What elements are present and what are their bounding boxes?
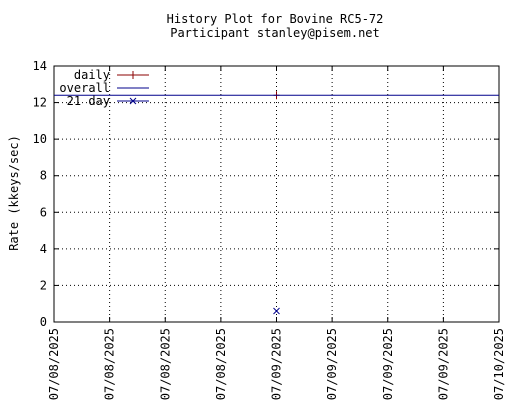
x-tick-label: 07/09/2025	[270, 328, 284, 400]
y-tick-label: 12	[33, 96, 47, 110]
y-tick-label: 6	[40, 205, 47, 219]
x-tick-label: 07/09/2025	[381, 328, 395, 400]
legend: daily overall 21 day	[59, 68, 149, 108]
y-tick-label: 10	[33, 132, 47, 146]
plot-frame	[53, 65, 500, 323]
legend-label-overall: overall	[59, 81, 110, 95]
series-layer	[54, 91, 499, 315]
y-tick-label: 8	[40, 169, 47, 183]
x-tick-label: 07/08/2025	[214, 328, 228, 400]
y-tick-label: 0	[40, 315, 47, 329]
legend-label-21day: 21 day	[67, 94, 110, 108]
legend-label-daily: daily	[74, 68, 110, 82]
y-tick-label: 2	[40, 278, 47, 292]
x-axis-ticks: 07/08/2025 07/08/2025 07/08/2025 07/08/2025…	[47, 66, 506, 400]
legend-marker-21day	[129, 97, 137, 105]
x-tick-label: 07/10/2025	[492, 328, 506, 400]
y-tick-label: 4	[40, 242, 47, 256]
x-tick-label: 07/08/2025	[47, 328, 61, 400]
x-tick-label: 07/08/2025	[158, 328, 172, 400]
x-tick-label: 07/09/2025	[325, 328, 339, 400]
y-axis-label: Rate (kkeys/sec)	[7, 135, 21, 251]
data-point-21day	[273, 307, 280, 315]
x-tick-label: 07/08/2025	[103, 328, 117, 400]
y-tick-label: 14	[33, 59, 47, 73]
grid	[54, 66, 499, 322]
chart-subtitle: Participant stanley@pisem.net	[170, 26, 380, 40]
chart-title: History Plot for Bovine RC5-72	[167, 12, 384, 26]
x-tick-label: 07/09/2025	[436, 328, 450, 400]
